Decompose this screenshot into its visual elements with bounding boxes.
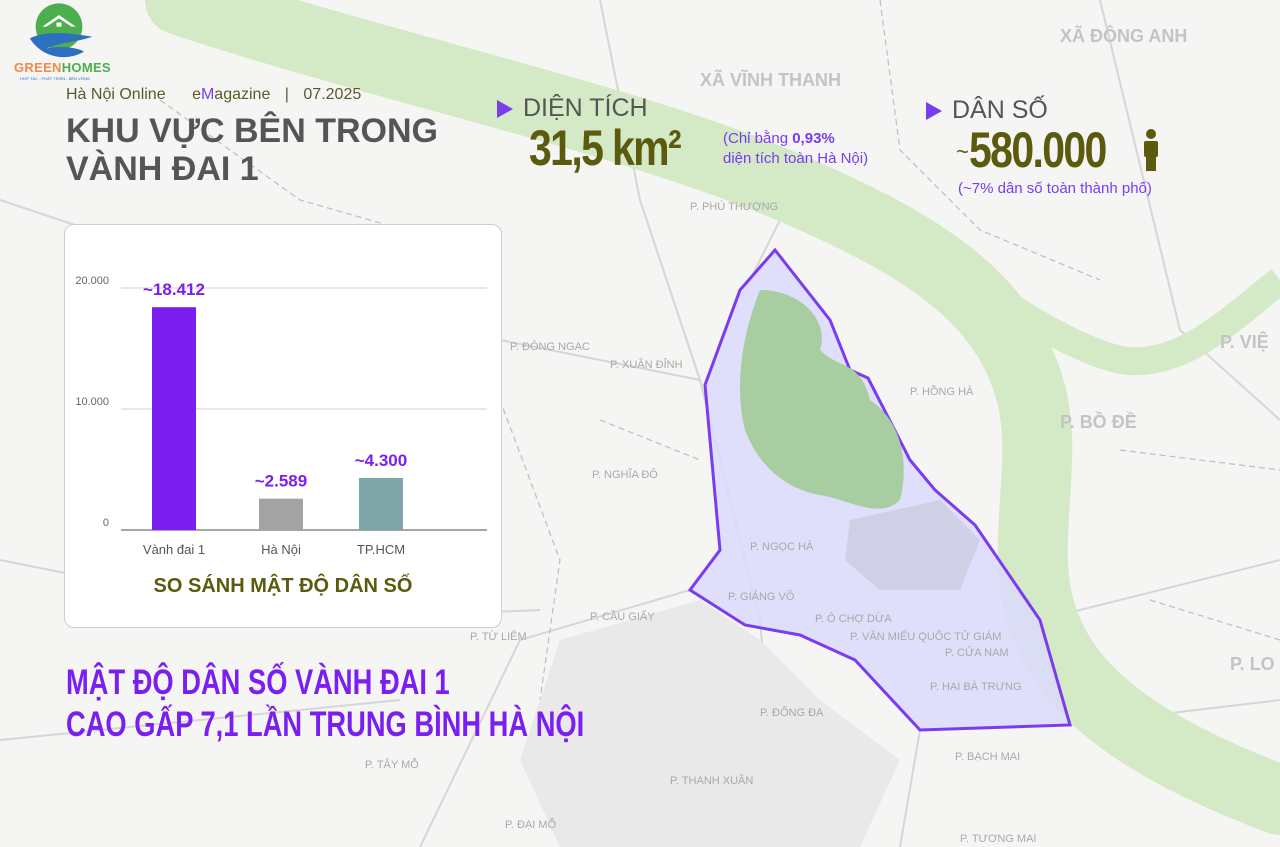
old-quarter <box>845 500 980 590</box>
density-bar-chart: 0 10.000 20.000 ~18.412 Vành đai 1 ~2.589 Hà N… <box>75 275 487 557</box>
svg-text:P. PHÚ THƯỢNG: P. PHÚ THƯỢNG <box>690 200 778 213</box>
logo-tagline: HỢP TÁC - PHÁT TRIỂN - BỀN VỮNG <box>20 76 91 81</box>
svg-text:P. BẠCH MAI: P. BẠCH MAI <box>955 751 1020 763</box>
population-note: (~7% dân số toàn thành phố) <box>958 180 1152 197</box>
y-tick-label: 0 <box>103 517 109 529</box>
density-chart-card: 0 10.000 20.000 ~18.412 Vành đai 1 ~2.589 Hà N… <box>64 224 502 628</box>
house-logo-icon <box>29 3 93 58</box>
area-label: DIỆN TÍCH <box>523 94 648 122</box>
area-note: (Chỉ bằng 0,93% diện tích toàn Hà Nội) <box>723 130 869 167</box>
svg-text:P. TỪ LIÊM: P. TỪ LIÊM <box>470 630 527 643</box>
river-branch <box>873 207 1280 376</box>
triangle-bullet-icon <box>926 101 942 120</box>
page-title: KHU VỰC BÊN TRONG VÀNH ĐAI 1 <box>66 112 438 188</box>
svg-text:P. TÂY MỖ: P. TÂY MỖ <box>365 758 419 771</box>
header-meta: Hà Nội Online eMagazine | 07.2025 <box>66 86 361 104</box>
svg-text:P. NGỌC HÀ: P. NGỌC HÀ <box>750 540 814 553</box>
chart-title: SO SÁNH MẬT ĐỘ DÂN SỐ <box>153 575 413 597</box>
svg-text:P. HỒNG HÀ: P. HỒNG HÀ <box>910 385 974 398</box>
approx-sign: ~ <box>956 139 969 164</box>
area-value: 31,5 km² <box>529 120 682 176</box>
data-label: ~18.412 <box>143 280 205 299</box>
svg-text:P. THANH XUÂN: P. THANH XUÂN <box>670 774 753 787</box>
svg-text:P. HAI BÀ TRƯNG: P. HAI BÀ TRƯNG <box>930 680 1022 693</box>
y-tick-label: 20.000 <box>75 275 109 287</box>
population-stat: DÂN SỐ ~ 580.000 (~7% dân số toàn thành … <box>926 96 1161 199</box>
x-tick-label: Hà Nội <box>261 542 301 557</box>
headline: MẬT ĐỘ DÂN SỐ VÀNH ĐAI 1 CAO GẤP 7,1 LẦN … <box>66 663 585 744</box>
x-tick-label: TP.HCM <box>357 542 405 557</box>
svg-text:P. BỒ ĐỀ: P. BỒ ĐỀ <box>1060 411 1137 432</box>
issue-date: 07.2025 <box>303 86 362 103</box>
area-stat: DIỆN TÍCH 31,5 km² (Chỉ bằng 0,93% diện t… <box>497 94 868 177</box>
svg-text:P. ĐỐNG ĐA: P. ĐỐNG ĐA <box>760 705 824 719</box>
svg-text:P. CẦU GIẤY: P. CẦU GIẤY <box>590 610 655 623</box>
triangle-bullet-icon <box>497 99 513 118</box>
svg-text:P. VĂN MIẾU QUỐC TỬ GIÁM: P. VĂN MIẾU QUỐC TỬ GIÁM <box>850 629 1001 643</box>
population-label: DÂN SỐ <box>952 96 1048 124</box>
svg-text:P. GIẢNG VÕ: P. GIẢNG VÕ <box>728 590 795 603</box>
person-icon <box>1143 129 1158 171</box>
svg-text:XÃ VĨNH THANH: XÃ VĨNH THANH <box>700 69 841 90</box>
svg-text:P. CỬA NAM: P. CỬA NAM <box>945 646 1009 659</box>
greenhomes-logo: GREENHOMES HỢP TÁC - PHÁT TRIỂN - BỀN VỮ… <box>14 0 114 81</box>
svg-text:P. XUÂN ĐỈNH: P. XUÂN ĐỈNH <box>610 358 683 371</box>
source-name: Hà Nội Online <box>66 86 166 103</box>
x-tick-label: Vành đai 1 <box>143 542 205 557</box>
y-tick-label: 10.000 <box>75 396 109 408</box>
bar-2 <box>259 498 303 530</box>
svg-text:P. TƯƠNG MAI: P. TƯƠNG MAI <box>960 833 1037 845</box>
urban-area <box>520 600 900 847</box>
svg-text:P. LO: P. LO <box>1230 654 1275 674</box>
svg-text:P. VIỆ: P. VIỆ <box>1220 331 1269 352</box>
section-name: eMagazine <box>192 86 271 103</box>
logo-wordmark: GREENHOMES <box>14 60 111 75</box>
separator: | <box>284 86 289 103</box>
bar-1 <box>152 307 196 530</box>
svg-text:XÃ ĐÔNG ANH: XÃ ĐÔNG ANH <box>1060 25 1187 46</box>
svg-text:P. ĐÔNG NGẠC: P. ĐÔNG NGẠC <box>510 340 590 353</box>
svg-text:P. Ô CHỢ DỪA: P. Ô CHỢ DỪA <box>815 612 892 625</box>
svg-text:P. NGHĨA ĐÔ: P. NGHĨA ĐÔ <box>592 468 658 481</box>
data-label: ~2.589 <box>255 472 307 491</box>
west-lake <box>740 290 904 509</box>
map-labels: XÃ ĐÔNG ANH XÃ VĨNH THANH P. PHÚ THƯỢNG … <box>365 25 1275 845</box>
bar-3 <box>359 477 403 530</box>
data-label: ~4.300 <box>355 451 407 470</box>
population-value: 580.000 <box>968 122 1107 178</box>
svg-text:P. ĐẠI MỖ: P. ĐẠI MỖ <box>505 818 557 831</box>
